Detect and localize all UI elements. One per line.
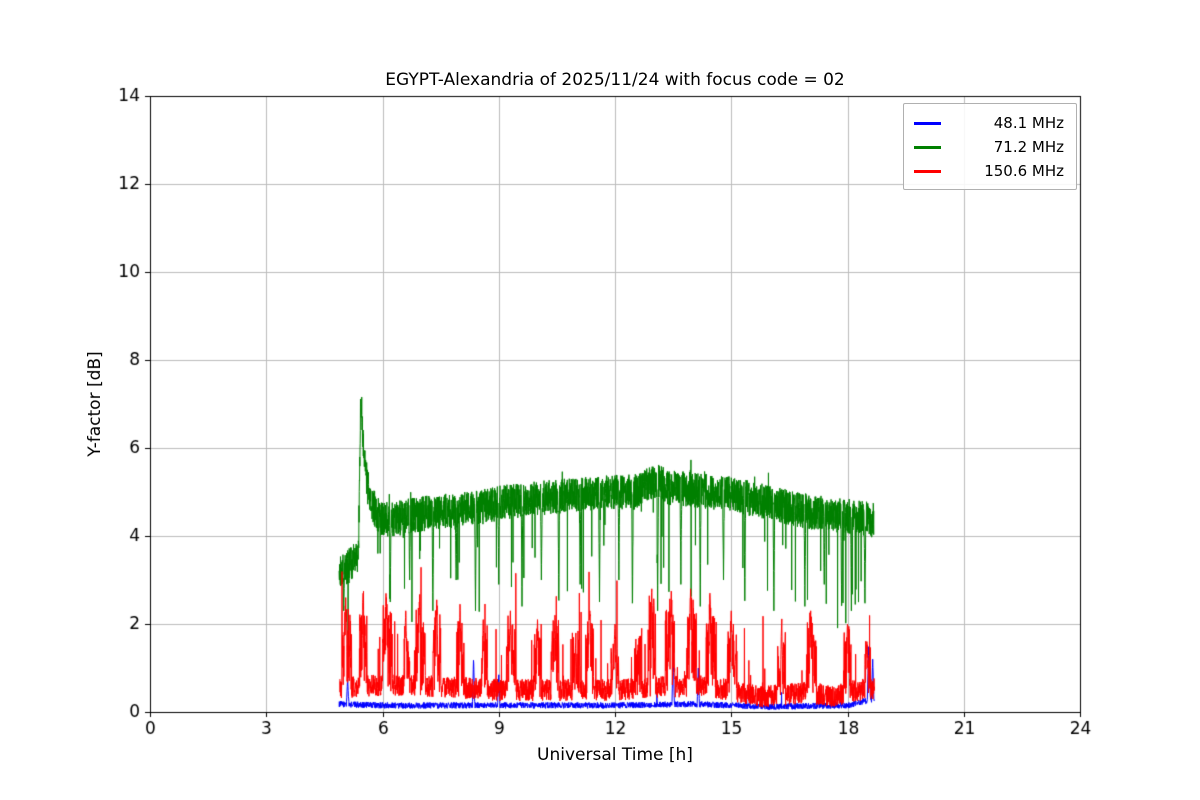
y-axis-label: Y-factor [dB]	[85, 351, 105, 457]
x-axis-label: Universal Time [h]	[537, 745, 693, 765]
legend-item: 48.1 MHz	[914, 111, 1066, 135]
legend-line-swatch	[914, 169, 941, 173]
legend: 48.1 MHz 71.2 MHz 150.6 MHz	[903, 103, 1077, 190]
legend-item: 71.2 MHz	[914, 135, 1066, 159]
chart-title: EGYPT-Alexandria of 2025/11/24 with focu…	[385, 70, 845, 90]
legend-line-swatch	[914, 121, 941, 125]
legend-label: 150.6 MHz	[984, 162, 1064, 180]
legend-line-swatch	[914, 145, 941, 149]
legend-label: 48.1 MHz	[993, 114, 1064, 132]
legend-item: 150.6 MHz	[914, 159, 1066, 183]
legend-label: 71.2 MHz	[993, 138, 1064, 156]
